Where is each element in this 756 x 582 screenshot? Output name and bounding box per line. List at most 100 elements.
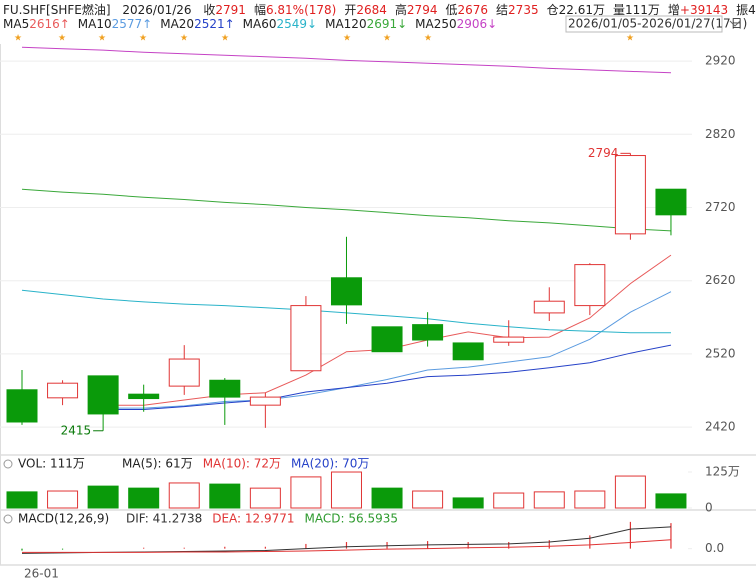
- star: ★: [58, 34, 66, 44]
- y-tick-label: 2620: [705, 273, 736, 287]
- ma-name: MA60: [242, 17, 277, 31]
- volume-bar: [168, 482, 200, 509]
- field-value: 22.61万: [558, 3, 605, 17]
- field-value: 4.46%: [748, 3, 756, 17]
- volume-bar: [574, 490, 606, 509]
- ma-line: [103, 291, 672, 409]
- volume-bar: [493, 492, 525, 509]
- dropdown-icon[interactable]: [729, 20, 741, 27]
- field-value: 2791: [215, 3, 246, 17]
- ma-line: [103, 344, 672, 410]
- ma-name: MA120: [325, 17, 367, 31]
- ma-value: 2906↓: [456, 17, 498, 31]
- ma-name: MA10: [77, 17, 112, 31]
- volume-bar: [655, 493, 687, 509]
- field-value: 2794: [406, 3, 438, 17]
- macd-line: [21, 526, 672, 554]
- field-label: 结: [496, 3, 509, 17]
- field-value: 111万: [624, 3, 660, 17]
- range[interactable]: 2026/01/05-2026/01/27(17日): [568, 17, 747, 31]
- panel-icon[interactable]: [3, 459, 13, 469]
- star: ★: [180, 34, 188, 44]
- field-label: 开: [344, 3, 357, 17]
- candle-body: [209, 379, 241, 398]
- volume-bar: [533, 491, 565, 509]
- field-value: +39143: [679, 3, 729, 17]
- field-label: 幅: [253, 3, 266, 17]
- candle-body: [574, 264, 606, 307]
- volume-bar: [452, 497, 484, 509]
- ma-name: MA20: [160, 17, 195, 31]
- volume-bar: [47, 490, 79, 509]
- field-value: 6.81%(178): [265, 3, 337, 17]
- legend-entry: MA(5): 61万: [122, 457, 193, 471]
- range-box[interactable]: [565, 15, 723, 33]
- volume-bar: [87, 485, 119, 509]
- volume-bar: [614, 475, 646, 509]
- event-stars: ★ ★ ★ ★ ★ ★ ★ ★ ★ ★: [14, 34, 634, 44]
- field-label: 量: [612, 3, 625, 17]
- y-tick-label: 2520: [705, 346, 736, 360]
- low-label: 2415: [61, 423, 92, 437]
- volume-bar: [290, 476, 322, 509]
- y-tick-label: 2420: [705, 420, 736, 434]
- star: ★: [343, 34, 351, 44]
- candle-body: [168, 358, 200, 387]
- star: ★: [626, 34, 634, 44]
- ma-legend: MA52616↑ MA102577↑ MA202521↑ MA602549↓ MA120…: [3, 17, 505, 31]
- field-label: 低: [445, 3, 458, 17]
- ma-value: 2521↑: [194, 17, 235, 31]
- field-value: 2676: [457, 3, 489, 17]
- field-label: 收: [203, 3, 216, 17]
- ma-name: MA5: [3, 17, 30, 31]
- x-axis-label: 26-01: [24, 567, 59, 581]
- candle-body: [412, 324, 444, 341]
- candle-body: [290, 305, 322, 372]
- legend-entry: DIF: 41.2738: [126, 512, 202, 526]
- date: 2026/01/26: [122, 3, 192, 17]
- star: ★: [14, 34, 22, 44]
- high-label: 2794: [588, 146, 619, 160]
- candle-body: [493, 336, 525, 343]
- ma-value: 2616↑: [29, 17, 70, 31]
- volume-bar: [6, 491, 38, 509]
- volume-bar: [412, 490, 444, 509]
- symbol: FU.SHF[SHFE燃油]: [3, 3, 111, 17]
- candle-body: [128, 393, 160, 400]
- y-tick-label: 2920: [705, 54, 736, 68]
- field-label: 增: [667, 3, 680, 17]
- candle-body: [533, 300, 565, 314]
- y-tick-label: 0: [705, 501, 713, 515]
- legend-entry: MA(10): 72万: [203, 457, 281, 471]
- panel-title: MACD(12,26,9): [18, 512, 109, 526]
- field-label: 振: [736, 3, 749, 17]
- candle-body: [655, 188, 687, 216]
- ma-line: [21, 188, 672, 232]
- macd-line: [22, 539, 672, 553]
- panel-icon[interactable]: [3, 514, 13, 524]
- candle-body: [87, 375, 119, 415]
- candle-body: [371, 326, 403, 353]
- quote-header: FU.SHF[SHFE燃油] 2026/01/26 收2791 幅6.81%(17…: [3, 1, 756, 18]
- volume-bar: [209, 483, 241, 509]
- volume-bar: [128, 487, 160, 509]
- legend-entry: MACD: 56.5935: [305, 512, 398, 526]
- y-tick-label: 2820: [705, 127, 736, 141]
- star: ★: [221, 34, 229, 44]
- star: ★: [424, 34, 432, 44]
- candle-body: [614, 155, 646, 235]
- y-tick-label: 0.0: [705, 541, 724, 555]
- ma-value: 2577↑: [111, 17, 153, 31]
- candle-body: [452, 342, 484, 361]
- panel-title: VOL: 111万: [18, 457, 85, 471]
- legend-entry: DEA: 12.9771: [212, 512, 294, 526]
- ma-name: MA250: [415, 17, 457, 31]
- volume-bar: [371, 487, 403, 509]
- star: ★: [139, 34, 147, 44]
- star: ★: [98, 34, 106, 44]
- candle-body: [6, 389, 38, 423]
- field-value: 2735: [508, 3, 539, 17]
- ma-value: 2691↓: [366, 17, 408, 31]
